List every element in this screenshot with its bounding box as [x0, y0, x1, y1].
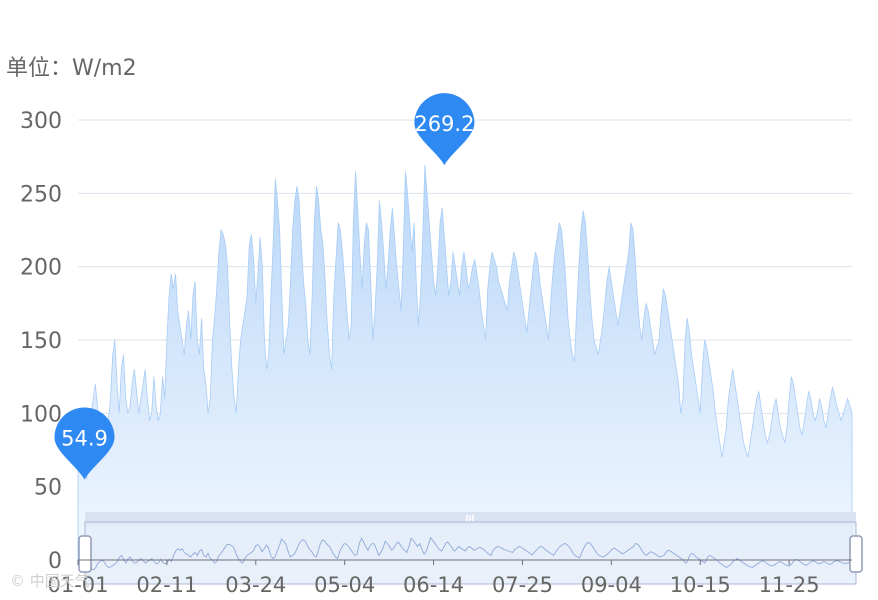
y-tick-label: 0	[48, 549, 62, 574]
slider-window	[84, 521, 857, 585]
y-axis-ticks: 0 50 100 150 200 250 300	[20, 109, 62, 574]
y-axis-unit-label: 单位：W/m2	[6, 56, 137, 81]
y-tick-label: 150	[20, 329, 62, 354]
x-tick-label: 09-04	[581, 573, 642, 597]
area-fill	[77, 165, 853, 561]
area-series	[77, 165, 853, 561]
marker-pin-min	[54, 407, 115, 480]
x-tick-label: 02-11	[136, 573, 197, 597]
x-tick-label: 03-24	[225, 573, 286, 597]
x-tick-label: 06-14	[403, 573, 464, 597]
x-axis-ticks: 01-01 02-11 03-24 05-04 06-14 07-25 09-04 10-15…	[47, 559, 852, 597]
marker-pin-max	[414, 93, 475, 166]
slider-left-handle[interactable]	[78, 535, 92, 573]
slider-overview-line	[84, 536, 857, 571]
watermark: © 中国天气	[10, 572, 90, 590]
x-tick-label: 10-15	[670, 573, 731, 597]
x-tick-label: 07-25	[492, 573, 553, 597]
x-tick-label: 05-04	[314, 573, 375, 597]
y-tick-label: 50	[34, 476, 62, 501]
y-tick-label: 200	[20, 256, 62, 281]
extreme-markers: 54.9 269.2	[54, 93, 475, 480]
marker-label-max: 269.2	[414, 112, 474, 136]
y-tick-label: 300	[20, 109, 62, 134]
slider-right-handle[interactable]	[849, 535, 863, 573]
x-tick-label: 01-01	[47, 573, 108, 597]
y-tick-label: 250	[20, 182, 62, 207]
y-tick-label: 100	[20, 402, 62, 427]
data-zoom-slider[interactable]	[78, 512, 863, 585]
x-tick-label: 11-25	[759, 573, 820, 597]
marker-label-min: 54.9	[61, 426, 108, 450]
